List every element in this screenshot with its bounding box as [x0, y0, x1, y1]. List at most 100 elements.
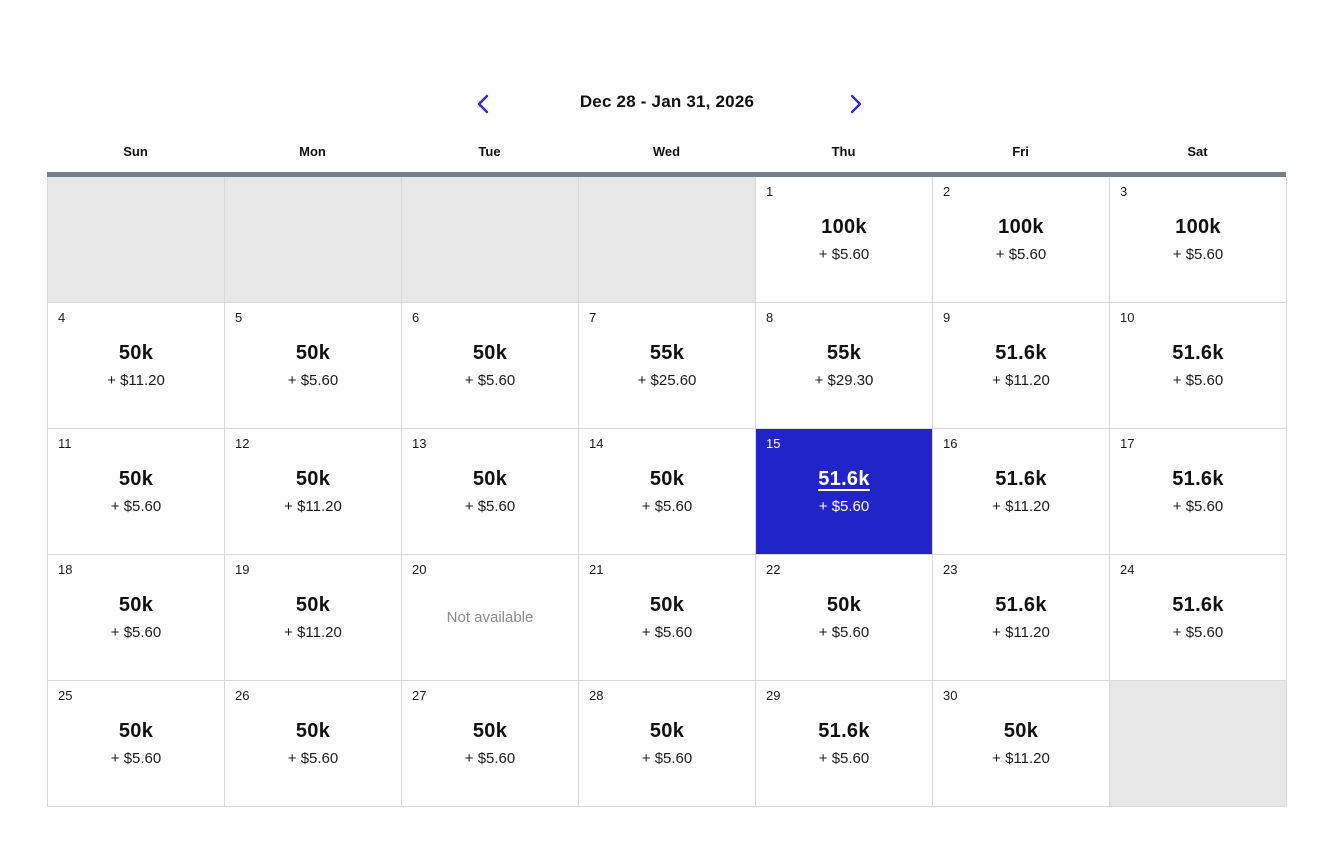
calendar-unavailable-cell-20: 20 Not available — [402, 555, 579, 681]
cell-content: 51.6k + $5.60 — [1110, 555, 1286, 680]
weekday-label-sat: Sat — [1187, 144, 1208, 159]
calendar-day-cell-26[interactable]: 26 50k + $5.60 — [225, 681, 402, 807]
day-number: 26 — [235, 688, 250, 703]
calendar-header: Dec 28 - Jan 31, 2026 — [47, 88, 1287, 124]
day-number: 18 — [58, 562, 73, 577]
miles-price: 100k — [998, 216, 1044, 238]
miles-price: 50k — [472, 720, 508, 742]
taxes-fee: + $5.60 — [641, 750, 693, 767]
day-number: 1 — [766, 184, 774, 199]
calendar-day-cell-28[interactable]: 28 50k + $5.60 — [579, 681, 756, 807]
taxes-fee: + $5.60 — [818, 498, 870, 515]
calendar-day-cell-6[interactable]: 6 50k + $5.60 — [402, 303, 579, 429]
cell-content: 50k + $11.20 — [48, 303, 224, 428]
cell-content: 100k + $5.60 — [756, 177, 932, 302]
calendar-day-cell-29[interactable]: 29 51.6k + $5.60 — [756, 681, 933, 807]
day-number: 9 — [943, 310, 951, 325]
day-number: 14 — [589, 436, 604, 451]
cell-content: 50k + $5.60 — [402, 429, 578, 554]
miles-price: 51.6k — [995, 342, 1047, 364]
day-number: 25 — [58, 688, 73, 703]
cell-content: Not available — [402, 555, 578, 680]
taxes-fee: + $5.60 — [1172, 246, 1224, 263]
calendar-day-cell-3[interactable]: 3 100k + $5.60 — [1110, 177, 1287, 303]
miles-price: 50k — [649, 468, 685, 490]
cell-content: 51.6k + $11.20 — [933, 429, 1109, 554]
calendar-day-cell-13[interactable]: 13 50k + $5.60 — [402, 429, 579, 555]
calendar-empty-cell — [402, 177, 579, 303]
calendar-day-cell-14[interactable]: 14 50k + $5.60 — [579, 429, 756, 555]
taxes-fee: + $5.60 — [464, 750, 516, 767]
calendar-day-cell-5[interactable]: 5 50k + $5.60 — [225, 303, 402, 429]
taxes-fee: + $11.20 — [284, 498, 342, 515]
cell-content: 50k + $11.20 — [933, 681, 1109, 806]
day-number: 16 — [943, 436, 958, 451]
calendar-day-cell-16[interactable]: 16 51.6k + $11.20 — [933, 429, 1110, 555]
calendar-day-cell-4[interactable]: 4 50k + $11.20 — [48, 303, 225, 429]
day-number: 20 — [412, 562, 427, 577]
calendar-day-cell-9[interactable]: 9 51.6k + $11.20 — [933, 303, 1110, 429]
taxes-fee: + $5.60 — [641, 498, 693, 515]
next-period-button[interactable] — [840, 88, 872, 120]
calendar-day-cell-1[interactable]: 1 100k + $5.60 — [756, 177, 933, 303]
calendar-day-cell-23[interactable]: 23 51.6k + $11.20 — [933, 555, 1110, 681]
day-number: 27 — [412, 688, 427, 703]
calendar-day-cell-11[interactable]: 11 50k + $5.60 — [48, 429, 225, 555]
taxes-fee: + $5.60 — [818, 624, 870, 641]
calendar-day-cell-12[interactable]: 12 50k + $11.20 — [225, 429, 402, 555]
day-number: 21 — [589, 562, 604, 577]
calendar-day-cell-27[interactable]: 27 50k + $5.60 — [402, 681, 579, 807]
day-number: 28 — [589, 688, 604, 703]
calendar-day-cell-15-selected[interactable]: 15 51.6k + $5.60 — [756, 429, 933, 555]
taxes-fee: + $5.60 — [110, 498, 162, 515]
calendar-day-cell-2[interactable]: 2 100k + $5.60 — [933, 177, 1110, 303]
day-number: 29 — [766, 688, 781, 703]
cell-content: 50k + $5.60 — [48, 429, 224, 554]
day-number: 6 — [412, 310, 420, 325]
weekday-label-sun: Sun — [123, 144, 148, 159]
taxes-fee: + $5.60 — [464, 498, 516, 515]
taxes-fee: + $11.20 — [992, 498, 1050, 515]
calendar-day-cell-10[interactable]: 10 51.6k + $5.60 — [1110, 303, 1287, 429]
cell-content: 50k + $11.20 — [225, 555, 401, 680]
calendar-day-cell-7[interactable]: 7 55k + $25.60 — [579, 303, 756, 429]
cell-content: 50k + $5.60 — [579, 429, 755, 554]
date-range-title: Dec 28 - Jan 31, 2026 — [579, 92, 755, 111]
calendar-grid: 1 100k + $5.60 2 100k + $5.60 3 100k + $5.60 4 50k… — [47, 177, 1287, 807]
day-number: 24 — [1120, 562, 1135, 577]
taxes-fee: + $5.60 — [287, 750, 339, 767]
taxes-fee: + $5.60 — [110, 624, 162, 641]
cell-content: 51.6k + $5.60 — [1110, 429, 1286, 554]
calendar-day-cell-21[interactable]: 21 50k + $5.60 — [579, 555, 756, 681]
miles-price: 51.6k — [818, 468, 870, 490]
taxes-fee: + $5.60 — [110, 750, 162, 767]
cell-content: 55k + $25.60 — [579, 303, 755, 428]
day-number: 2 — [943, 184, 951, 199]
prev-period-button[interactable] — [467, 88, 499, 120]
miles-price: 50k — [295, 594, 331, 616]
taxes-fee: + $5.60 — [818, 246, 870, 263]
calendar-day-cell-24[interactable]: 24 51.6k + $5.60 — [1110, 555, 1287, 681]
cell-content: 50k + $5.60 — [48, 681, 224, 806]
weekday-label-mon: Mon — [299, 144, 326, 159]
cell-content: 100k + $5.60 — [933, 177, 1109, 302]
taxes-fee: + $5.60 — [287, 372, 339, 389]
taxes-fee: + $5.60 — [1172, 498, 1224, 515]
weekday-label-thu: Thu — [831, 144, 856, 159]
miles-price: 50k — [826, 594, 862, 616]
miles-price: 50k — [118, 468, 154, 490]
day-number: 8 — [766, 310, 774, 325]
calendar-day-cell-25[interactable]: 25 50k + $5.60 — [48, 681, 225, 807]
day-number: 3 — [1120, 184, 1128, 199]
cell-content: 51.6k + $5.60 — [756, 429, 932, 554]
day-number: 10 — [1120, 310, 1135, 325]
calendar-day-cell-8[interactable]: 8 55k + $29.30 — [756, 303, 933, 429]
day-number: 23 — [943, 562, 958, 577]
calendar-day-cell-18[interactable]: 18 50k + $5.60 — [48, 555, 225, 681]
miles-price: 50k — [472, 468, 508, 490]
calendar-day-cell-22[interactable]: 22 50k + $5.60 — [756, 555, 933, 681]
day-number: 11 — [58, 436, 72, 451]
calendar-day-cell-19[interactable]: 19 50k + $11.20 — [225, 555, 402, 681]
calendar-day-cell-30[interactable]: 30 50k + $11.20 — [933, 681, 1110, 807]
calendar-day-cell-17[interactable]: 17 51.6k + $5.60 — [1110, 429, 1287, 555]
